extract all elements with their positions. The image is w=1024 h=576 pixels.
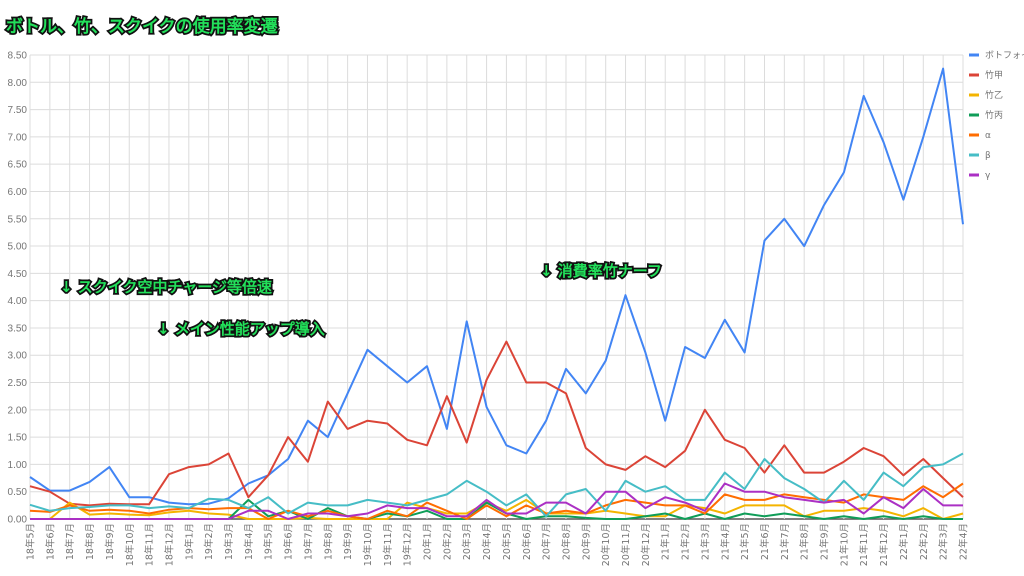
x-tick-label: 18年8月	[84, 523, 96, 560]
legend-item: 竹丙	[969, 109, 1003, 121]
x-tick-label: 21年6月	[759, 523, 771, 560]
series-lines	[29, 67, 964, 520]
x-tick-label: 20年10月	[600, 523, 612, 566]
x-tick-label: 21年10月	[838, 523, 850, 566]
y-tick-label: 6.00	[8, 187, 28, 198]
y-tick-label: 8.50	[8, 51, 28, 62]
y-tick-label: 8.00	[8, 78, 28, 89]
x-tick-label: 22年2月	[918, 523, 930, 560]
x-tick-label: 18年11月	[144, 523, 156, 566]
x-tick-label: 19年1月	[183, 523, 195, 560]
y-tick-label: 3.50	[8, 323, 28, 334]
x-tick-label: 18年10月	[124, 523, 136, 566]
x-tick-label: 19年6月	[283, 523, 295, 560]
x-tick-label: 22年4月	[958, 523, 970, 560]
x-tick-label: 19年12月	[402, 523, 414, 566]
x-tick-label: 19年3月	[223, 523, 235, 560]
x-tick-label: 21年9月	[819, 523, 831, 560]
legend-label: 竹甲	[985, 69, 1003, 81]
x-tick-label: 21年8月	[799, 523, 811, 560]
y-tick-label: 1.00	[8, 460, 28, 471]
y-tick-label: 2.00	[8, 405, 28, 416]
annotation-main-power-up: ↓ メイン性能アップ導入	[157, 320, 325, 338]
legend-label: ボトフォイ	[985, 50, 1024, 61]
x-tick-label: 22年1月	[898, 523, 910, 560]
y-tick-label: 3.00	[8, 351, 28, 362]
legend-label: α	[985, 131, 991, 141]
x-tick-label: 20年1月	[422, 523, 434, 560]
annotation-bamboo-nerf: ↓ 消費率竹ナーフ	[540, 262, 662, 280]
legend-item: 竹甲	[969, 69, 1003, 81]
legend-item: α	[969, 131, 991, 141]
x-tick-label: 21年7月	[779, 523, 791, 560]
chart-title: ボトル、竹、スクイクの使用率変遷	[6, 16, 278, 37]
y-tick-label: 6.50	[8, 160, 28, 171]
x-tick-label: 21年2月	[680, 523, 692, 560]
legend-label: 竹丙	[985, 109, 1003, 121]
x-tick-label: 19年7月	[302, 523, 314, 560]
x-tick-label: 20年5月	[501, 523, 513, 560]
x-tick-label: 21年11月	[858, 523, 870, 566]
x-tick-label: 20年12月	[640, 523, 652, 566]
y-axis-ticks: 0.00 0.50 1.00 1.50 2.00 2.50 3.00 3.50 4.00 4.50…	[8, 51, 28, 526]
series-line-6	[30, 482, 963, 520]
legend-item: 竹乙	[969, 89, 1003, 101]
y-tick-label: 4.50	[8, 269, 28, 280]
y-tick-label: 7.00	[8, 132, 28, 143]
x-tick-label: 20年6月	[521, 523, 533, 560]
x-tick-label: 21年1月	[660, 523, 672, 560]
x-tick-label: 20年7月	[541, 523, 553, 560]
annotation-squiffer-charge: ↓ スクイク空中チャージ等倍速	[60, 278, 272, 296]
legend-label: 竹乙	[985, 89, 1003, 101]
x-tick-label: 21年12月	[878, 523, 890, 566]
x-tick-label: 18年12月	[163, 523, 175, 566]
y-tick-label: 4.00	[8, 296, 28, 307]
y-tick-label: 0.50	[8, 487, 28, 498]
y-tick-label: 2.50	[8, 378, 28, 389]
x-tick-label: 19年8月	[322, 523, 334, 560]
x-tick-label: 20年2月	[441, 523, 453, 560]
y-tick-label: 5.00	[8, 242, 28, 253]
x-tick-label: 20年8月	[560, 523, 572, 560]
legend-item: γ	[969, 171, 991, 181]
x-tick-label: 20年9月	[580, 523, 592, 560]
x-tick-label: 18年7月	[64, 523, 76, 560]
series-line-1	[29, 340, 964, 507]
y-tick-label: 0.00	[8, 515, 28, 526]
x-tick-label: 20年4月	[481, 523, 493, 560]
x-tick-label: 19年11月	[382, 523, 394, 566]
legend-label: β	[985, 151, 991, 161]
y-tick-label: 7.50	[8, 105, 28, 116]
x-tick-label: 18年6月	[44, 523, 56, 560]
x-tick-label: 19年4月	[243, 523, 255, 560]
x-tick-label: 22年3月	[938, 523, 950, 560]
series-line-5	[29, 452, 964, 518]
x-tick-label: 19年9月	[342, 523, 354, 560]
legend-label: γ	[985, 171, 991, 181]
x-tick-label: 20年3月	[461, 523, 473, 560]
legend: ボトフォイ竹甲竹乙竹丙 αβγ	[969, 50, 1024, 181]
series-line-0	[29, 67, 964, 506]
x-tick-label: 21年4月	[719, 523, 731, 560]
x-tick-label: 19年5月	[263, 523, 275, 560]
x-axis-ticks: 18年5月 18年6月 18年7月 18年8月 18年9月 18年10月 18年11月 18年…	[25, 523, 970, 566]
x-tick-label: 20年11月	[620, 523, 632, 566]
x-tick-label: 18年5月	[25, 523, 37, 560]
y-tick-label: 5.50	[8, 214, 28, 225]
grid	[29, 54, 964, 520]
x-tick-label: 19年10月	[362, 523, 374, 566]
x-tick-label: 21年5月	[739, 523, 751, 560]
legend-item: ボトフォイ	[969, 50, 1024, 61]
x-tick-label: 19年2月	[203, 523, 215, 560]
y-tick-label: 1.50	[8, 433, 28, 444]
x-tick-label: 18年9月	[104, 523, 116, 560]
legend-item: β	[969, 151, 991, 161]
x-tick-label: 21年3月	[699, 523, 711, 560]
